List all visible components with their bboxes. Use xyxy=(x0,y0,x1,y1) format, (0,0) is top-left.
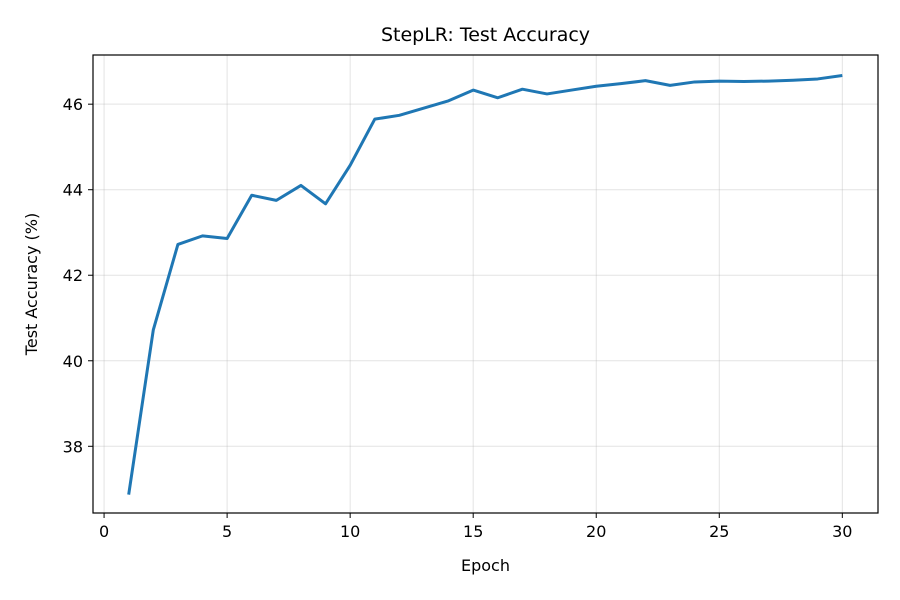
x-tick-label: 25 xyxy=(709,522,729,541)
x-tick-label: 10 xyxy=(340,522,360,541)
y-tick-label: 46 xyxy=(63,95,83,114)
plot-frame xyxy=(92,54,879,514)
x-axis-ticks: 0 5 10 15 20 25 30 xyxy=(99,513,852,541)
series-layer xyxy=(127,74,843,495)
y-tick-label: 44 xyxy=(63,181,83,200)
y-tick-label: 38 xyxy=(63,437,83,456)
y-tick-label: 40 xyxy=(63,352,83,371)
chart-title: StepLR: Test Accuracy xyxy=(381,24,590,46)
y-axis-ticks: 38 40 42 44 46 xyxy=(63,95,93,456)
x-tick-label: 30 xyxy=(832,522,852,541)
x-tick-label: 20 xyxy=(586,522,606,541)
x-tick-label: 15 xyxy=(463,522,483,541)
y-tick-label: 42 xyxy=(63,266,83,285)
x-tick-label: 5 xyxy=(222,522,232,541)
grid-lines xyxy=(93,55,878,513)
y-axis-title: Test Accuracy (%) xyxy=(22,213,41,356)
x-tick-label: 0 xyxy=(99,522,109,541)
series-line xyxy=(127,74,843,495)
x-axis-title: Epoch xyxy=(461,556,510,575)
